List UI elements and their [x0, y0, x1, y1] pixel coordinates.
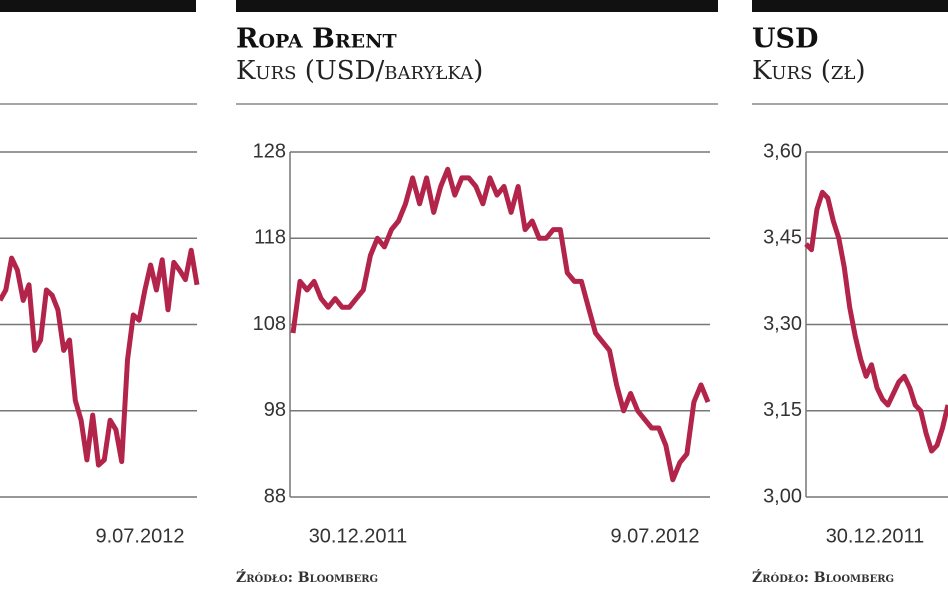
panel-subtitle: Kurs (USD/baryłka): [236, 56, 483, 86]
y-tick-label: 88: [264, 485, 286, 507]
panel-title: USD: [752, 24, 818, 55]
header-bar: [752, 0, 948, 12]
x-tick-label: 30.12.2011: [309, 525, 408, 547]
price-line: [804, 189, 948, 454]
y-tick-label: 3,60: [763, 140, 802, 162]
header-bar: [0, 0, 196, 12]
header-bar: [236, 0, 718, 12]
y-tick-label: 3,15: [763, 399, 802, 421]
y-tick-label: 3,45: [763, 227, 802, 249]
y-tick-label: 3,00: [763, 485, 802, 507]
y-tick-label: 3,30: [763, 313, 802, 335]
y-tick-label: 128: [253, 140, 286, 162]
price-line: [0, 247, 200, 468]
panel-subtitle: Kurs (zł): [752, 56, 866, 86]
source-note: Źródło: Bloomberg: [752, 568, 894, 586]
panel-title: Ropa Brent: [236, 24, 397, 55]
y-tick-label: 98: [264, 399, 286, 421]
price-line: [290, 166, 711, 483]
x-tick-label: 9.07.2012: [611, 525, 700, 547]
x-tick-label: 9.07.2012: [96, 525, 185, 547]
x-tick-label: 30.12.2011: [826, 525, 925, 547]
source-note: Źródło: Bloomberg: [236, 568, 378, 586]
y-tick-label: 118: [254, 227, 286, 249]
y-tick-label: 108: [253, 313, 286, 335]
